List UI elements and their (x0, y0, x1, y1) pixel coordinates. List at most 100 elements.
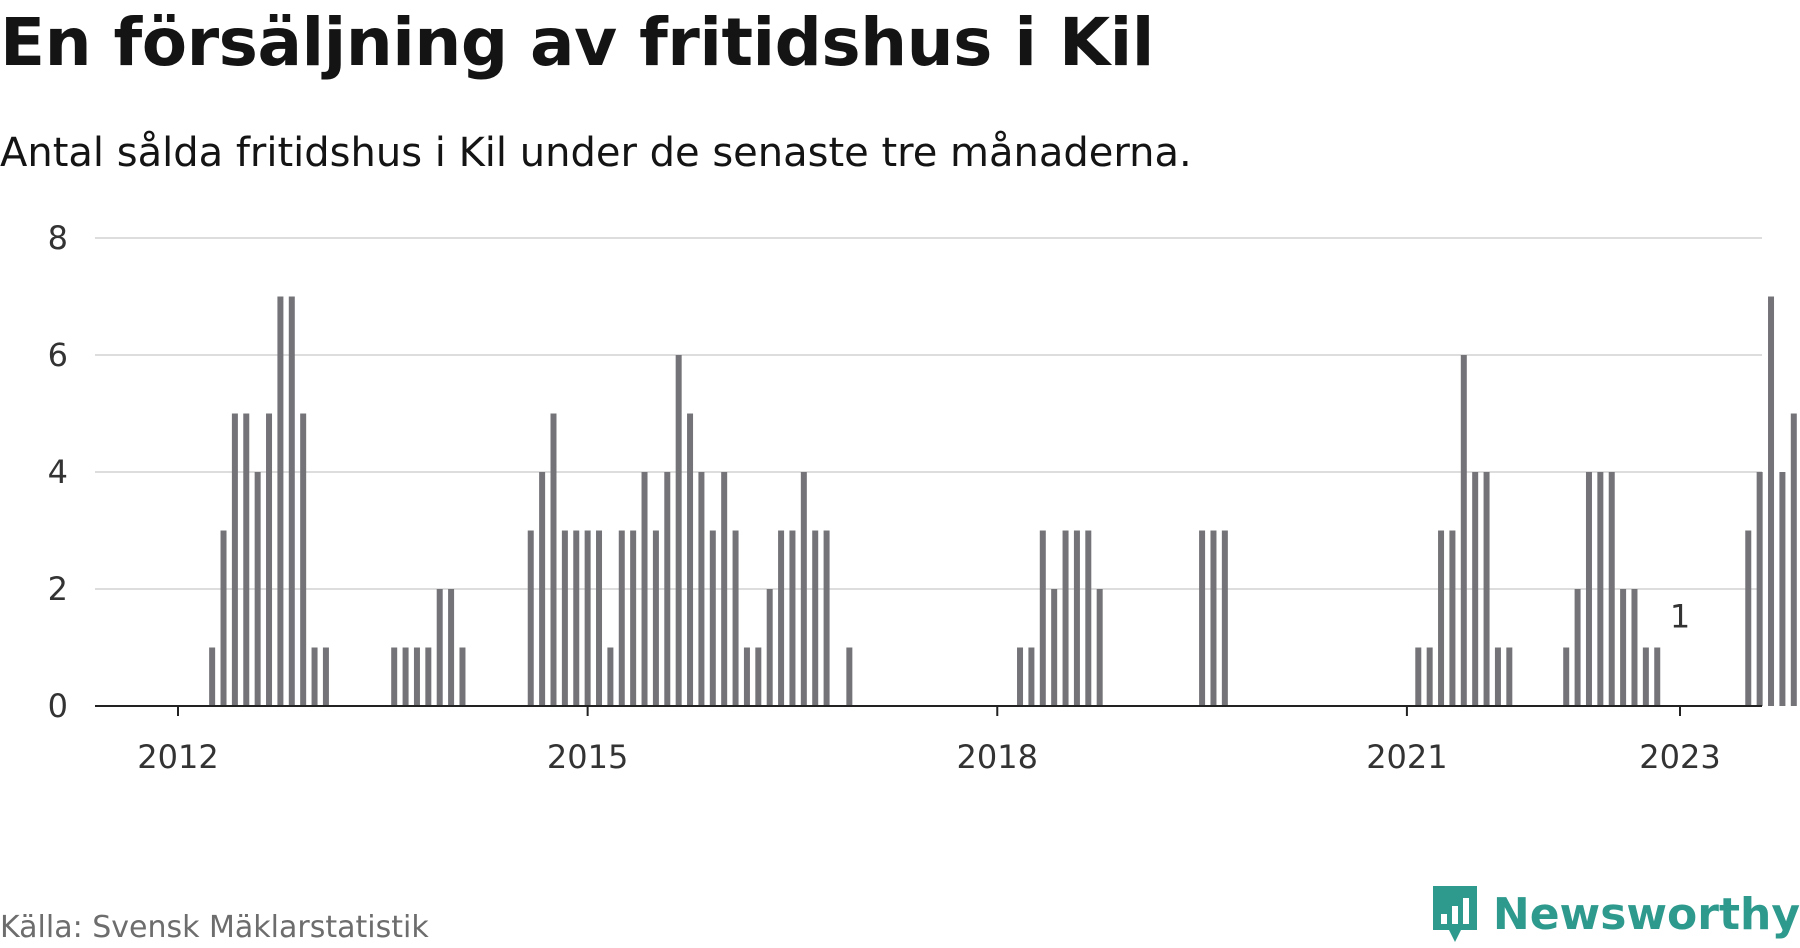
bar (766, 589, 773, 706)
bar (402, 647, 409, 706)
bar (1028, 647, 1035, 706)
bar (641, 472, 648, 706)
bar (630, 530, 637, 706)
bar (618, 530, 625, 706)
bar (812, 530, 819, 706)
bar (1631, 589, 1638, 706)
bar (1472, 472, 1479, 706)
bar (1597, 472, 1604, 706)
bar (687, 413, 694, 706)
bar (721, 472, 728, 706)
y-tick-label: 4 (48, 453, 68, 491)
bar (1210, 530, 1217, 706)
newsworthy-logo-icon (1432, 886, 1477, 942)
bar (1073, 530, 1080, 706)
y-tick-label: 0 (48, 687, 68, 725)
bar (698, 472, 705, 706)
bar (1745, 530, 1752, 706)
bar (1756, 472, 1763, 706)
bar (561, 530, 568, 706)
bar (789, 530, 796, 706)
y-axis: 0 2 4 6 8 (48, 219, 68, 725)
bars (209, 296, 1797, 706)
bar (1642, 647, 1649, 706)
x-tick-label: 2012 (137, 738, 218, 776)
bar (596, 530, 603, 706)
bar (823, 530, 830, 706)
bar (1563, 647, 1570, 706)
bar (675, 355, 682, 706)
bar (755, 647, 762, 706)
brand-name: Newsworthy (1492, 888, 1800, 940)
bar (1438, 530, 1445, 706)
bar (539, 472, 546, 706)
bar (209, 647, 216, 706)
bar (266, 413, 273, 706)
bar (220, 530, 227, 706)
annotations: 1 (1667, 595, 1693, 639)
bar (1790, 413, 1797, 706)
bar (436, 589, 443, 706)
bar (709, 530, 716, 706)
x-tick-label: 2021 (1366, 738, 1447, 776)
bar (425, 647, 432, 706)
bar (1494, 647, 1501, 706)
bar (1199, 530, 1206, 706)
bar (550, 413, 557, 706)
bar (778, 530, 785, 706)
bar (607, 647, 614, 706)
bar (1585, 472, 1592, 706)
bar (1039, 530, 1046, 706)
bar (846, 647, 853, 706)
bar (254, 472, 261, 706)
bar (243, 413, 250, 706)
bar (584, 530, 591, 706)
bar (1574, 589, 1581, 706)
bar (391, 647, 398, 706)
bar (1620, 589, 1627, 706)
brand-logo[interactable]: Newsworthy (1431, 884, 1800, 944)
bar (1460, 355, 1467, 706)
bar (1483, 472, 1490, 706)
bar (732, 530, 739, 706)
highlight-value-label: 1 (1670, 598, 1690, 636)
y-tick-label: 6 (48, 336, 68, 374)
bar (288, 296, 295, 706)
bar (1096, 589, 1103, 706)
bar (1779, 472, 1786, 706)
chart-subtitle: Antal sålda fritidshus i Kil under de se… (0, 130, 1192, 176)
x-tick-label: 2018 (957, 738, 1038, 776)
bar (743, 647, 750, 706)
y-tick-label: 2 (48, 570, 68, 608)
chart-title: En försäljning av fritidshus i Kil (0, 4, 1154, 81)
gridlines (95, 237, 1762, 590)
bar (311, 647, 318, 706)
bar (1017, 647, 1024, 706)
bar (459, 647, 466, 706)
x-tick-label: 2015 (547, 738, 628, 776)
bar (300, 413, 307, 706)
bar (1506, 647, 1513, 706)
source-note: Källa: Svensk Mäklarstatistik (0, 910, 429, 945)
bar (277, 296, 284, 706)
bar (322, 647, 329, 706)
x-tick-label: 2023 (1639, 738, 1720, 776)
bar (1415, 647, 1422, 706)
bar (231, 413, 238, 706)
bar (1654, 647, 1661, 706)
y-tick-label: 8 (48, 219, 68, 257)
bar (448, 589, 455, 706)
bar (1768, 296, 1775, 706)
bar (1062, 530, 1069, 706)
bar (652, 530, 659, 706)
bar (664, 472, 671, 706)
bar (1608, 472, 1615, 706)
bar (800, 472, 807, 706)
bar (573, 530, 580, 706)
bar (413, 647, 420, 706)
bar-chart: 0 2 4 6 8 2012 2015 2018 2021 2023 1 (48, 219, 1797, 776)
x-axis: 2012 2015 2018 2021 2023 (95, 705, 1762, 776)
bar (527, 530, 534, 706)
bar (1051, 589, 1058, 706)
bar (1085, 530, 1092, 706)
